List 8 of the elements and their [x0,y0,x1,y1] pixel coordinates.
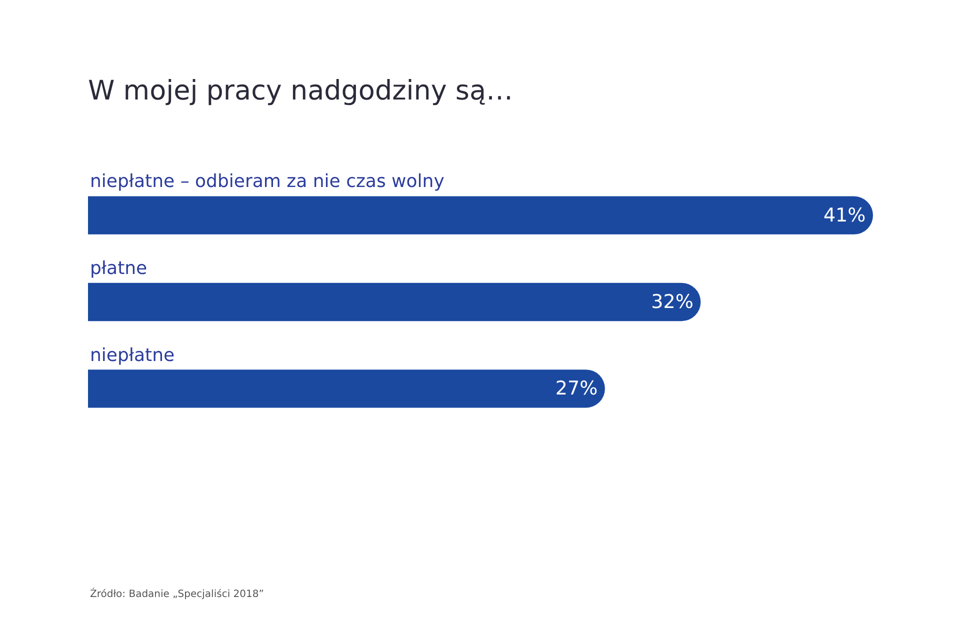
data-label: 27% [555,378,598,400]
y-tick-label: niepłatne [90,345,175,366]
y-tick-label: niepłatne – odbieram za nie czas wolny [90,171,445,192]
data-label: 32% [651,291,694,313]
y-tick-label: płatne [90,258,148,279]
chart-title: W mojej pracy nadgodziny są… [88,75,514,106]
data-label: 41% [823,204,866,226]
text: Źródło: Badanie „Specjaliści 2018” [90,587,264,600]
